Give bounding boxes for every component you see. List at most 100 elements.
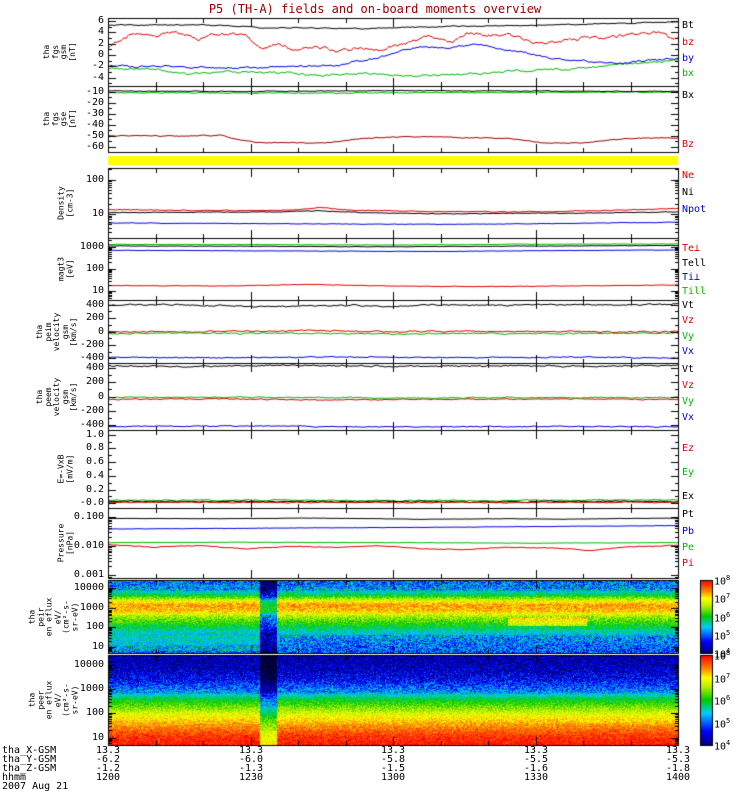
- trace-label-bz: bz: [682, 37, 695, 48]
- trace-label-Vy: Vy: [682, 396, 695, 407]
- axis-row-value: 13.3: [380, 745, 406, 756]
- trace-label-Ti⊥: Ti⊥: [682, 272, 701, 283]
- axis-row-value: -1.2: [95, 763, 121, 774]
- y-tick-label: 4: [97, 26, 104, 37]
- y-tick-label: 100: [85, 707, 104, 718]
- y-tick-label: 1000: [79, 683, 104, 694]
- y-tick-label: 0: [97, 49, 104, 60]
- trace-label-Till: Till: [682, 286, 707, 297]
- colorbar-tick-label: 108: [714, 574, 731, 588]
- axis-row-value: -5.8: [380, 754, 406, 765]
- axis-row-value: 13.3: [95, 745, 121, 756]
- date-label: 2007 Aug 21: [2, 781, 69, 792]
- trace-label-Pi: Pi: [682, 558, 695, 569]
- y-tick-label: 10: [91, 208, 104, 219]
- y-tick-label: 1000: [79, 241, 104, 252]
- trace-label-Bt: Bt: [682, 20, 695, 31]
- colorbar-tick-label: 104: [714, 647, 731, 661]
- trace-label-Vy: Vy: [682, 331, 695, 342]
- y-tick-label: 6: [97, 15, 104, 26]
- axis-row-value: 1300: [380, 772, 406, 783]
- y-tick-label: 0.010: [73, 540, 104, 551]
- y-tick-label: 10: [91, 732, 104, 743]
- y-tick-label: 400: [85, 299, 104, 310]
- y-tick-label: 100: [85, 174, 104, 185]
- y-tick-label: 10000: [73, 659, 104, 670]
- colorbar-tick-label: 107: [714, 672, 731, 686]
- panel-ylabel-density: Density [cm-3]: [56, 186, 75, 220]
- axis-row-label: tha_X-GSM: [2, 745, 57, 756]
- colorbar-tick-label: 105: [714, 629, 731, 643]
- trace-label-Ex: Ex: [682, 491, 695, 502]
- panel-ylabel-tha_peim_velocity_gsm: tha peim velocity gsm [km/s]: [34, 312, 78, 351]
- y-tick-label: 0: [97, 391, 104, 402]
- axis-row-value: -1.3: [238, 763, 264, 774]
- axis-row-value: -1.6: [523, 763, 549, 774]
- axis-row-value: 13.3: [238, 745, 264, 756]
- y-tick-label: 0.6: [85, 456, 104, 467]
- y-tick-label: 10: [91, 285, 104, 296]
- y-tick-label: 0.2: [85, 484, 104, 495]
- y-tick-label: -50: [85, 130, 104, 141]
- y-tick-label: 0.4: [85, 470, 104, 481]
- trace-label-bx: bx: [682, 68, 695, 79]
- trace-label-Bx: Bx: [682, 90, 695, 101]
- axis-row-value: 1200: [95, 772, 121, 783]
- panel-ylabel-tha_fgs_gsm: tha fgs gsm [nT]: [42, 42, 77, 62]
- trace-label-Pb: Pb: [682, 526, 695, 537]
- panel-ylabel-tha_peir_en_eflux: tha peir en eflux eV/ (cm²-s- sr-eV): [27, 597, 80, 636]
- panel-ylabel-magt3: magt3 [eV]: [56, 256, 75, 282]
- y-tick-label: 1.0: [85, 429, 104, 440]
- plot-title: P5 (TH-A) fields and on-board moments ov…: [208, 2, 542, 16]
- axis-row-value: 13.3: [665, 745, 691, 756]
- colorbar-tick-label: 104: [714, 739, 731, 753]
- trace-label-Vz: Vz: [682, 315, 695, 326]
- y-tick-label: -30: [85, 108, 104, 119]
- panel-ylabel-pressure: Pressure [nPa]: [56, 523, 75, 563]
- trace-label-Pe: Pe: [682, 542, 695, 553]
- trace-label-Bz: Bz: [682, 139, 695, 150]
- axis-row-value: -6.0: [238, 754, 264, 765]
- trace-label-Ne: Ne: [682, 170, 695, 181]
- y-tick-label: 1000: [79, 602, 104, 613]
- y-tick-label: -2: [91, 60, 104, 71]
- y-tick-label: 10: [91, 641, 104, 652]
- y-tick-label: -20: [85, 97, 104, 108]
- colorbar-tick-label: 107: [714, 592, 731, 606]
- colorbar-tick-label: 106: [714, 694, 731, 708]
- y-tick-label: -0.0: [79, 497, 104, 508]
- y-tick-label: 100: [85, 621, 104, 632]
- trace-label-Vz: Vz: [682, 380, 695, 391]
- axis-row-value: -5.3: [665, 754, 691, 765]
- axis-row-value: -6.2: [95, 754, 121, 765]
- y-tick-label: 0.8: [85, 442, 104, 453]
- trace-label-Ey: Ey: [682, 467, 695, 478]
- trace-label-Vt: Vt: [682, 300, 695, 311]
- axis-row-value: -5.5: [523, 754, 549, 765]
- y-tick-label: 200: [85, 376, 104, 387]
- panel-ylabel-tha_fgs_gse: tha fgs gse [nT]: [42, 109, 77, 129]
- panel-ylabel-E_VxB: E=-VxB [mV/m]: [56, 454, 75, 484]
- axis-row-value: 1230: [238, 772, 264, 783]
- y-tick-label: -400: [79, 352, 104, 363]
- colorbar-tick-label: 106: [714, 611, 731, 625]
- y-tick-label: 0.001: [73, 569, 104, 580]
- trace-label-Vx: Vx: [682, 412, 695, 423]
- trace-label-Vt: Vt: [682, 364, 695, 375]
- y-tick-label: 0: [97, 326, 104, 337]
- trace-label-Ni: Ni: [682, 187, 695, 198]
- axis-row-value: -1.5: [380, 763, 406, 774]
- y-tick-label: -200: [79, 405, 104, 416]
- axis-row-value: 13.3: [523, 745, 549, 756]
- y-tick-label: 10000: [73, 582, 104, 593]
- trace-label-Te⊥: Te⊥: [682, 243, 701, 254]
- panel-ylabel-tha_peer_en_eflux: tha peer en eflux eV/ (cm²-s- sr-eV): [27, 680, 80, 720]
- y-tick-label: -60: [85, 141, 104, 152]
- axis-row-label: tha_Y-GSM: [2, 754, 57, 765]
- y-tick-label: -400: [79, 419, 104, 430]
- axis-row-label: hhmm: [2, 772, 27, 783]
- trace-label-Vx: Vx: [682, 346, 695, 357]
